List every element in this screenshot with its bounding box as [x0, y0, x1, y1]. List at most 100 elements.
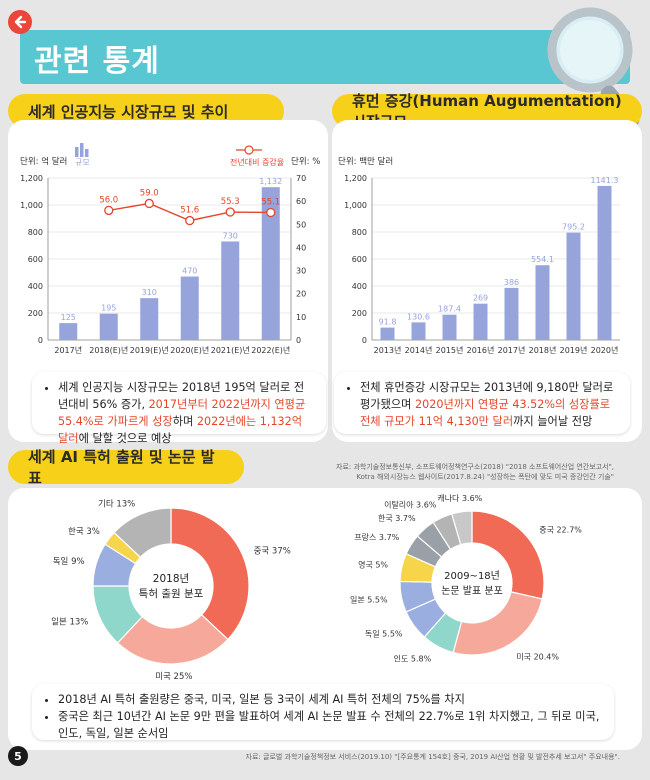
growth-rate-label: 56.0	[99, 195, 118, 205]
slice-label: 독일 9%	[53, 557, 85, 567]
bar	[180, 276, 199, 340]
y-tick-label: 400	[28, 282, 43, 291]
x-tick-label: 2014년	[405, 345, 433, 355]
growth-rate-point	[104, 205, 114, 216]
x-tick-label: 2018(E)년	[89, 345, 128, 355]
bar-value-label: 130.6	[407, 312, 430, 321]
bar	[380, 327, 395, 340]
x-tick-label: 2018년	[529, 345, 557, 355]
y2-tick-label: 20	[296, 290, 306, 299]
bar	[59, 323, 78, 340]
donut-center-line-1: 2018년	[153, 573, 189, 585]
bar	[411, 322, 426, 340]
slice-label: 프랑스 3.7%	[354, 532, 399, 542]
bar	[597, 185, 612, 340]
y-tick-label: 1,200	[344, 174, 367, 183]
donut-center-line-1: 2009~18년	[444, 570, 500, 582]
slice-label: 한국 3.7%	[378, 514, 416, 523]
donut-slice	[113, 507, 172, 559]
bar	[566, 232, 581, 340]
bar-value-label: 91.8	[379, 318, 397, 327]
bar	[473, 303, 488, 340]
patent-donut-chart: 2018년 특허 출원 분포 중국 37% 미국 25% 일본 13% 독일 9% 한국…	[51, 499, 291, 680]
growth-rate-point	[266, 207, 276, 218]
x-tick-label: 2019년	[560, 345, 588, 355]
source-note-top: 자료: 과학기술정보통신부, 소프트웨어정책연구소(2018) "2018 소프…	[336, 463, 614, 481]
human-augmentation-chart: 단위: 백만 달러 0 200 400 600 800 1,000 1,200 91.8 13…	[338, 156, 620, 355]
y-tick-label: 0	[362, 336, 367, 345]
y-tick-label: 600	[352, 255, 367, 264]
donut-slice	[170, 507, 250, 641]
y-tick-label: 400	[352, 282, 367, 291]
bar	[442, 314, 457, 340]
y-tick-label: 0	[38, 336, 43, 345]
y-tick-label: 800	[28, 228, 43, 237]
bar	[504, 287, 519, 340]
slice-label: 미국 25%	[155, 672, 192, 680]
unit-label-right: 단위: %	[291, 156, 320, 167]
patent-bullet: 중국은 최근 10년간 AI 논문 9만 편을 발표하여 세계 AI 논문 발표…	[58, 708, 602, 742]
bar	[535, 265, 550, 340]
y-tick-label: 1,200	[20, 174, 43, 183]
y2-tick-label: 30	[296, 267, 306, 276]
x-tick-label: 2013년	[374, 345, 402, 355]
y2-tick-label: 60	[296, 197, 306, 206]
growth-rate-label: 51.6	[180, 206, 199, 216]
ai-market-chart: 단위: 억 달러 단위: % 규모 전년대비 증감율 0200400600800…	[20, 143, 320, 355]
y2-tick-label: 0	[296, 336, 301, 345]
growth-rate-label: 59.0	[140, 188, 159, 198]
paper-donut-chart: 2009~18년 논문 발표 분포 중국 22.7% 미국 20.4% 인도 5.8…	[350, 494, 582, 664]
y-tick-label: 1,000	[20, 201, 43, 210]
page-title: 관련 통계	[34, 44, 160, 79]
bar-value-label: 1141.3	[591, 176, 619, 185]
bar-value-label: 470	[182, 267, 197, 276]
y-tick-label: 200	[28, 309, 43, 318]
patent-summary: 2018년 AI 특허 출원량은 중국, 미국, 일본 등 3국이 세계 AI …	[32, 684, 614, 740]
slice-label: 미국 20.4%	[516, 653, 559, 662]
x-tick-label: 2017년	[54, 345, 82, 355]
x-tick-label: 2020(E)년	[170, 345, 209, 355]
slice-label: 일본 13%	[51, 618, 88, 628]
growth-rate-point	[144, 198, 154, 209]
section-heading-patent: 세계 AI 특허 출원 및 논문 발표	[8, 448, 244, 487]
ai-market-bullet: 세계 인공지능 시장규모는 2018년 195억 달러로 전년대비 56% 증가…	[58, 379, 314, 447]
x-tick-label: 2015년	[436, 345, 464, 355]
x-tick-label: 2019(E)년	[130, 345, 169, 355]
bar-value-label: 269	[473, 294, 488, 303]
x-tick-label: 2017년	[498, 345, 526, 355]
y-tick-label: 800	[352, 228, 367, 237]
slice-label: 이탈리아 3.6%	[384, 500, 437, 510]
bar-value-label: 195	[101, 304, 116, 313]
unit-label-left: 단위: 억 달러	[20, 156, 67, 167]
patent-bullet: 2018년 AI 특허 출원량은 중국, 미국, 일본 등 3국이 세계 AI …	[58, 691, 602, 708]
legend-bar-icon	[75, 143, 89, 157]
slice-label: 중국 22.7%	[539, 525, 582, 534]
legend-bar-label: 규모	[75, 158, 90, 167]
bar	[99, 313, 118, 340]
donut-slice	[451, 510, 473, 546]
back-button[interactable]	[8, 10, 32, 34]
slice-label: 인도 5.8%	[394, 654, 432, 664]
legend-line-icon	[236, 145, 262, 155]
unit-label: 단위: 백만 달러	[338, 156, 393, 167]
bar	[140, 298, 159, 340]
slice-label: 독일 5.5%	[365, 630, 403, 639]
y2-tick-label: 50	[296, 220, 306, 229]
slice-label: 중국 37%	[254, 546, 291, 556]
title-band	[20, 30, 630, 84]
bar-value-label: 554.1	[531, 255, 554, 264]
y-tick-label: 200	[352, 309, 367, 318]
bar-value-label: 730	[223, 231, 238, 240]
back-arrow-icon	[14, 15, 27, 29]
bar	[221, 241, 240, 340]
ai-market-summary: 세계 인공지능 시장규모는 2018년 195억 달러로 전년대비 56% 증가…	[32, 372, 326, 445]
x-tick-label: 2020년	[591, 345, 619, 355]
donut-slice	[471, 510, 545, 600]
x-tick-label: 2022(E)년	[251, 345, 290, 355]
human-augmentation-bullet: 전체 휴먼증강 시장규모는 2013년에 9,180만 달러로 평가됐으며 20…	[360, 379, 618, 430]
bar-value-label: 310	[142, 288, 157, 297]
y-tick-label: 600	[28, 255, 43, 264]
bar-value-label: 795.2	[562, 223, 585, 232]
slice-label: 일본 5.5%	[350, 596, 388, 605]
donut-slice	[452, 591, 543, 656]
